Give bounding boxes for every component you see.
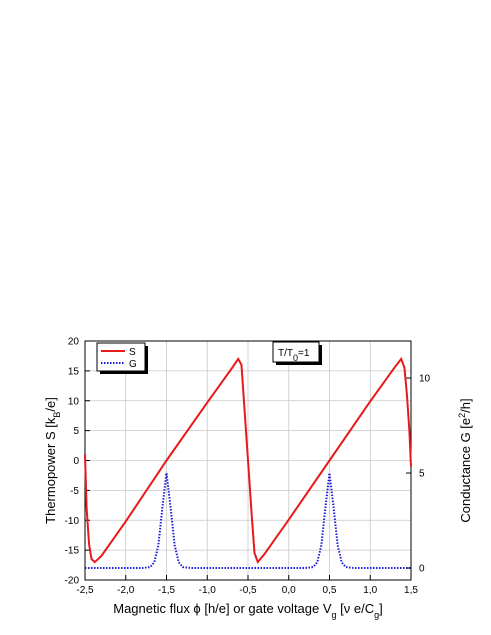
x-axis-label: Magnetic flux ϕ [h/e] or gate voltage Vg…: [113, 601, 383, 620]
x-tick-label: 1,5: [404, 585, 418, 596]
label-part: T/T: [278, 348, 293, 359]
label-sub: 0: [293, 353, 298, 363]
x-tick-label: -2,0: [117, 585, 135, 596]
legend-label: S: [129, 347, 136, 358]
annotation: T/T0=1: [278, 348, 310, 363]
y2-tick-label: 0: [419, 564, 425, 575]
label-part: /h]: [458, 398, 473, 412]
y-tick-label: 0: [73, 456, 79, 467]
y-tick-label: 15: [68, 366, 80, 377]
legend-label: G: [129, 359, 137, 370]
y-tick-label: 5: [73, 426, 79, 437]
y-tick-label: 20: [68, 337, 80, 348]
x-tick-label: 0,5: [323, 585, 337, 596]
label-part: =1: [298, 348, 310, 359]
legend-box: [96, 342, 146, 372]
label-part: Conductance G [e: [458, 418, 473, 523]
x-tick-label: -2,5: [76, 585, 94, 596]
label-part: ]: [379, 601, 383, 616]
label-sub: g: [332, 610, 337, 620]
y-tick-label: -5: [70, 486, 79, 497]
y2-axis-label: Conductance G [e2/h]: [457, 398, 473, 522]
y-axis-label: Thermopower S [kB/e]: [43, 397, 62, 524]
label-part: /e]: [43, 397, 58, 411]
label-sub: 2: [457, 413, 467, 418]
y2-tick-label: 10: [419, 374, 431, 385]
y-tick-label: -10: [65, 516, 80, 527]
label-part: Thermopower S [k: [43, 417, 58, 524]
label-part: Magnetic flux ϕ [h/e] or gate voltage V: [113, 601, 332, 616]
x-tick-label: 0,0: [282, 585, 296, 596]
x-tick-label: -0,5: [239, 585, 257, 596]
label-sub: g: [374, 610, 379, 620]
label-part: [ν e/C: [337, 601, 375, 616]
x-tick-label: -1,5: [158, 585, 176, 596]
y-tick-label: 10: [68, 396, 80, 407]
x-tick-label: 1,0: [363, 585, 377, 596]
y-tick-label: -15: [65, 546, 80, 557]
x-tick-label: -1,0: [199, 585, 217, 596]
annotation-box: [272, 341, 320, 363]
series-line: [84, 356, 412, 565]
y2-tick-label: 5: [419, 469, 425, 480]
label-sub: B: [52, 412, 62, 418]
y-tick-label: -20: [65, 576, 80, 587]
